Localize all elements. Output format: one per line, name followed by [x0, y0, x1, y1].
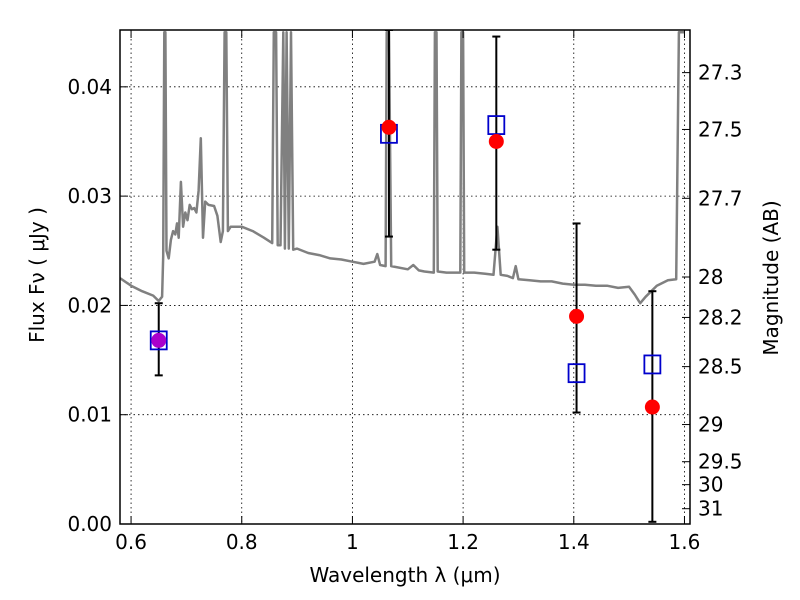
axis-ticks: 0.6 0.8 1 1.2 1.4 1.6 0.00 0.01 0.02 0.03 0.04 27.3… — [67, 30, 743, 554]
x-tick-label: 0.8 — [226, 530, 258, 554]
x-tick-label: 0.6 — [115, 530, 147, 554]
spectrum-line — [120, 30, 685, 305]
y-tick-label: 0.02 — [67, 293, 112, 317]
right-tick-label: 29 — [698, 413, 723, 437]
grid-lines — [120, 30, 690, 525]
x-tick-label: 1.2 — [447, 530, 479, 554]
observed-circle-point — [151, 332, 167, 348]
y-tick-label: 0.03 — [67, 184, 112, 208]
observed-circle-point — [644, 399, 660, 415]
right-tick-label: 31 — [698, 497, 723, 521]
right-tick-label: 28 — [698, 265, 723, 289]
y-tick-label: 0.00 — [67, 512, 112, 536]
right-tick-label: 27.3 — [698, 61, 743, 85]
right-axis-label: Magnitude (AB) — [759, 200, 783, 355]
model-square-point — [643, 354, 662, 375]
right-tick-label: 29.5 — [698, 450, 743, 474]
y-axis-label: Flux Fν ( μJy ) — [25, 207, 49, 343]
plot-frame — [119, 29, 691, 525]
y-tick-label: 0.01 — [67, 403, 112, 427]
x-tick-label: 1 — [346, 530, 359, 554]
right-tick-label: 27.5 — [698, 117, 743, 141]
observed-circle-point — [569, 308, 585, 324]
observed-circle-point — [381, 119, 397, 135]
right-tick-label: 27.7 — [698, 186, 743, 210]
model-square-point — [567, 363, 586, 384]
chart-marks — [120, 30, 685, 523]
x-tick-label: 1.6 — [669, 530, 701, 554]
observed-circle-point — [488, 133, 504, 149]
right-tick-label: 30 — [698, 473, 723, 497]
x-axis-label: Wavelength λ (μm) — [309, 563, 500, 587]
y-tick-label: 0.04 — [67, 75, 112, 99]
x-tick-label: 1.4 — [558, 530, 590, 554]
right-tick-label: 28.2 — [698, 305, 743, 329]
right-tick-label: 28.5 — [698, 355, 743, 379]
model-square-point — [149, 330, 168, 351]
